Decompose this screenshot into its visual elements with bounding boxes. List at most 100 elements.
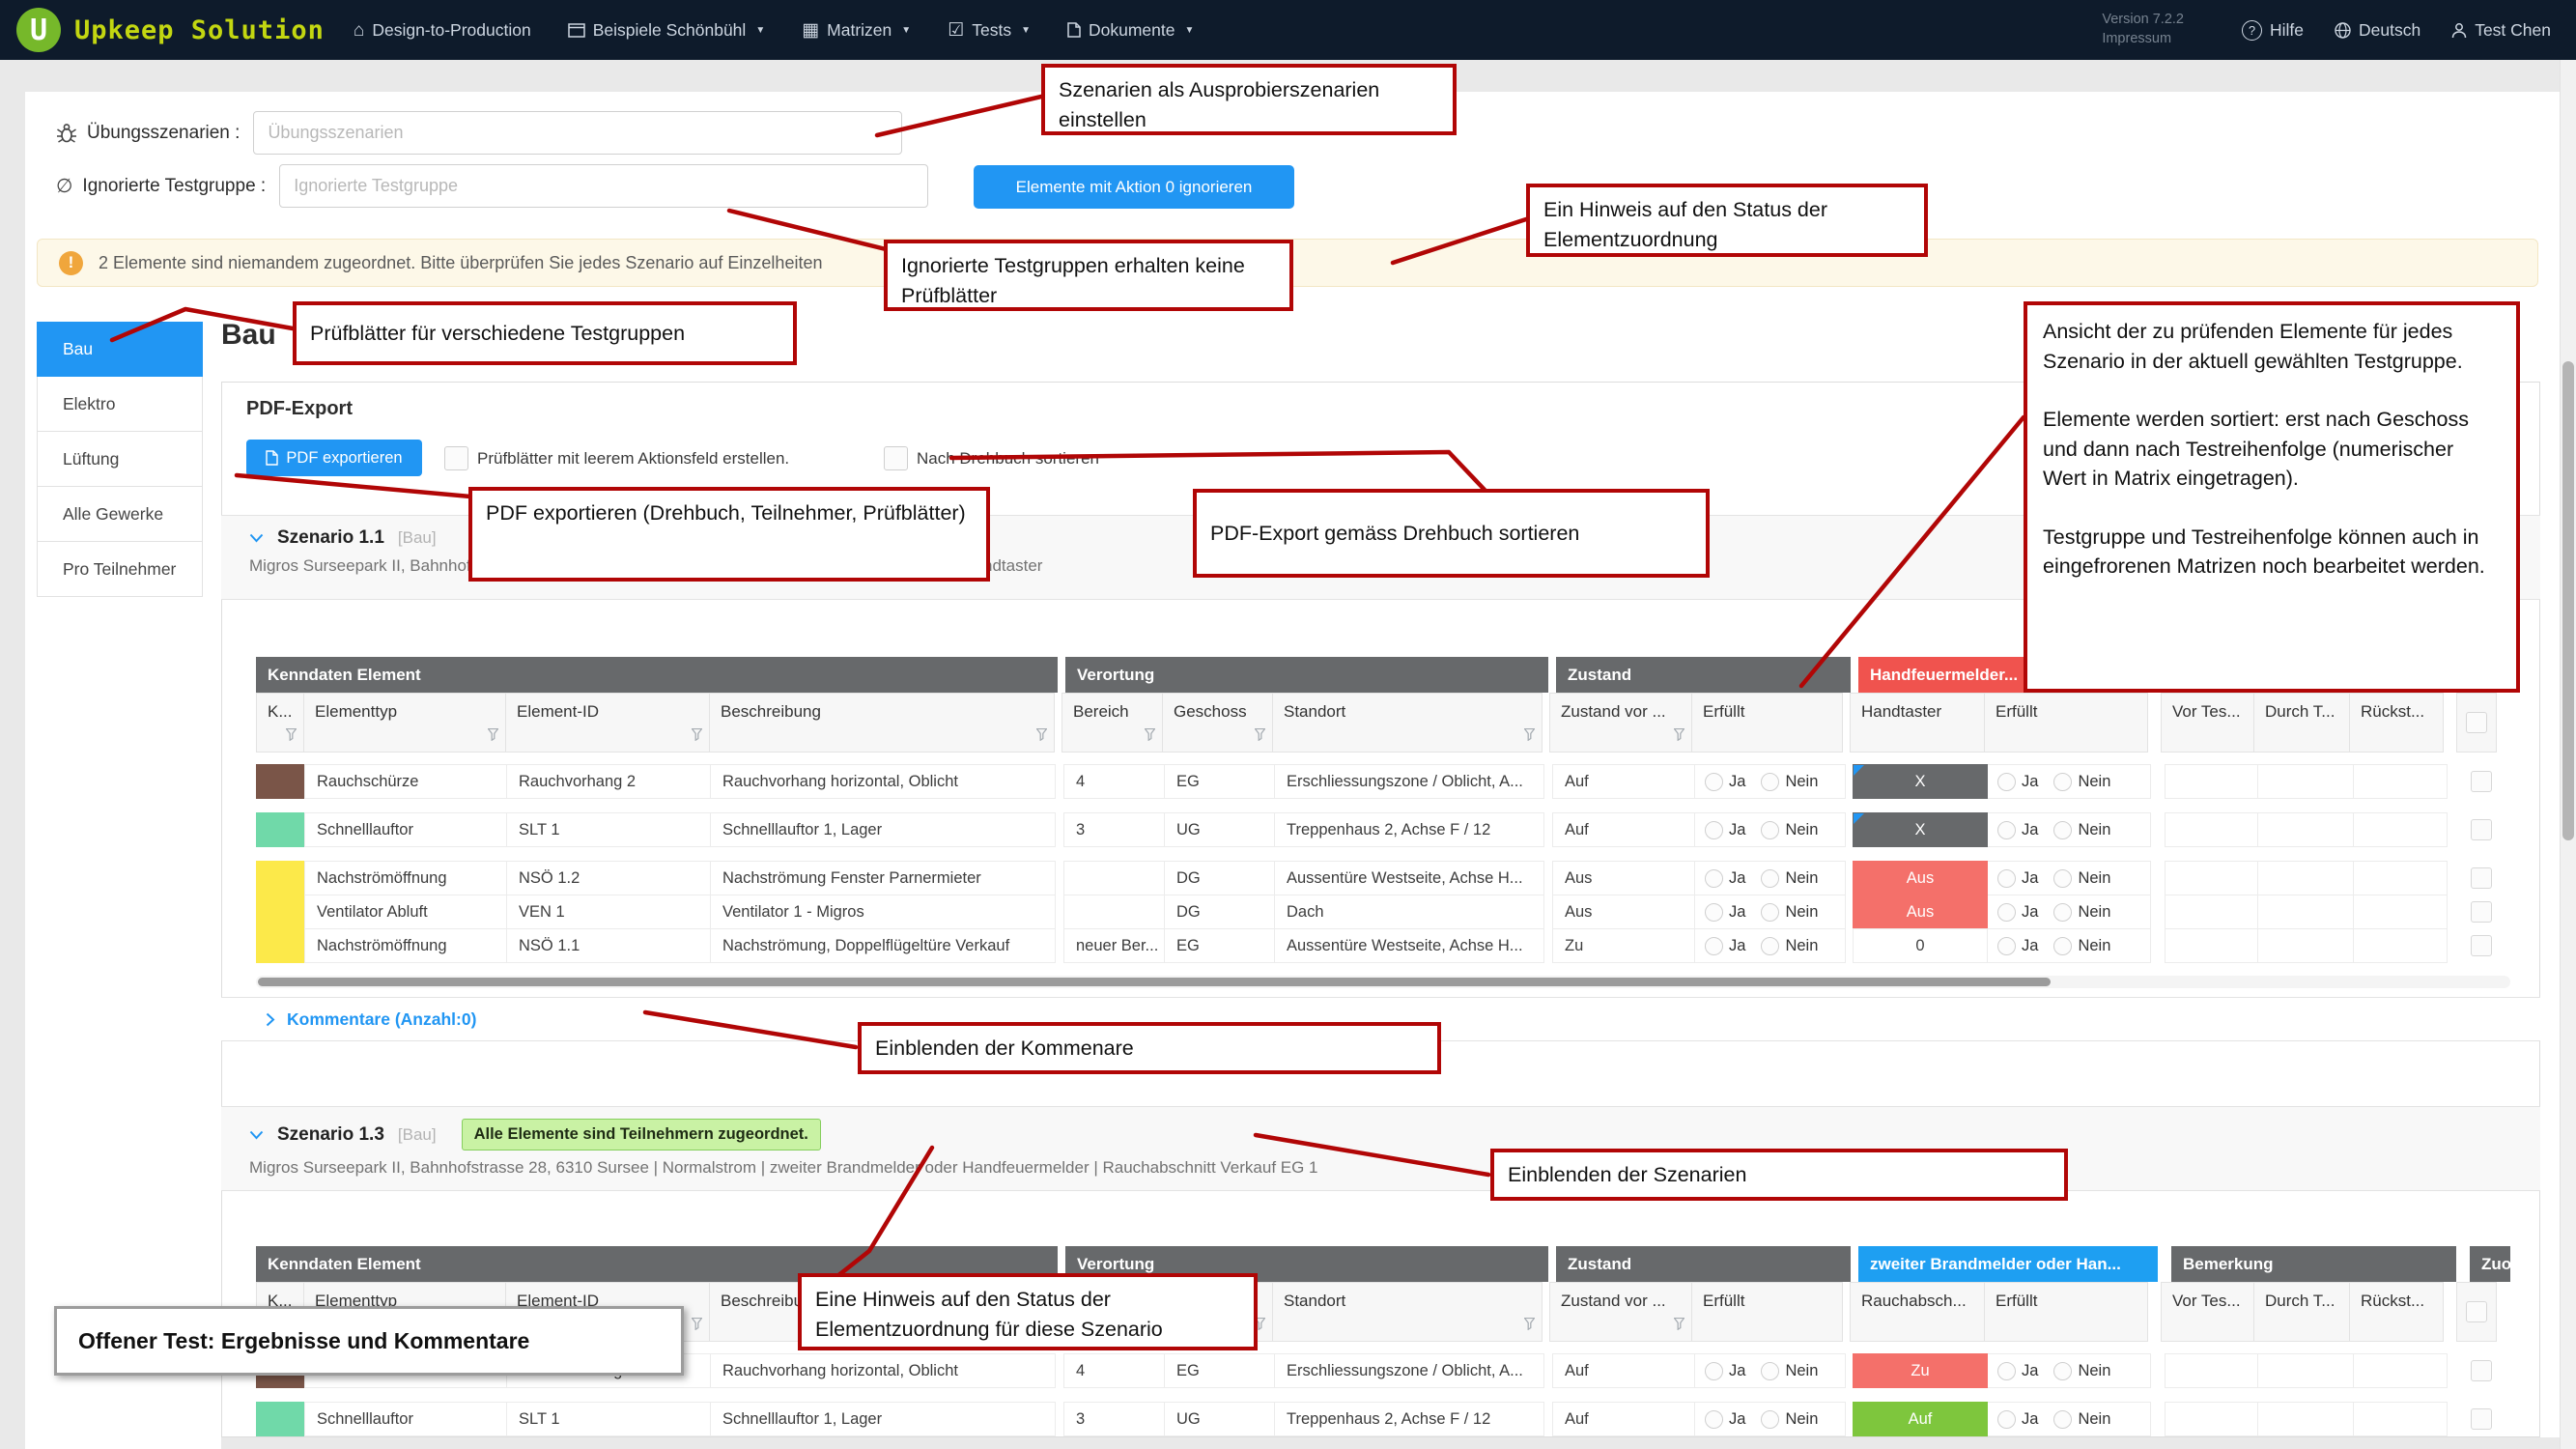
sidebar-item-alle-gewerke[interactable]: Alle Gewerke — [37, 487, 203, 542]
remark-cell[interactable] — [2165, 895, 2258, 929]
remark-cell[interactable] — [2353, 895, 2448, 929]
pdf-export-button[interactable]: PDF exportieren — [246, 440, 422, 476]
nav-item-hilfe[interactable]: ? Hilfe — [2241, 19, 2304, 41]
nav-item-tests[interactable]: ☑ Tests ▼ — [948, 20, 1031, 41]
fulfilled-radio-nein[interactable] — [1761, 1409, 1780, 1429]
fulfilled-radio-ja[interactable] — [1705, 936, 1723, 955]
remark-cell[interactable] — [2165, 812, 2258, 847]
fulfilled-radio-ja[interactable] — [1997, 936, 2016, 955]
fulfilled-radio-nein[interactable] — [1761, 820, 1780, 839]
row-checkbox[interactable] — [2471, 935, 2492, 956]
sidebar-item-bau[interactable]: Bau — [37, 322, 203, 377]
row-checkbox[interactable] — [2471, 819, 2492, 840]
table-row: Schnelllauftor SLT 1 Schnelllauftor 1, Lag… — [256, 812, 2510, 847]
fulfilled-radio-ja[interactable] — [1997, 772, 2016, 791]
row-checkbox[interactable] — [2471, 1360, 2492, 1381]
practice-scenarios-input[interactable] — [253, 111, 903, 155]
filter-icon[interactable] — [691, 726, 703, 746]
nav-item-matrizen[interactable]: ▦ Matrizen ▼ — [802, 20, 911, 41]
fulfilled-radio-ja[interactable] — [1705, 820, 1723, 839]
remark-cell[interactable] — [2165, 861, 2258, 895]
chevron-down-icon[interactable] — [249, 533, 264, 543]
remark-cell[interactable] — [2353, 812, 2448, 847]
nav-item-deutsch[interactable]: Deutsch — [2335, 20, 2420, 41]
remark-cell[interactable] — [2353, 764, 2448, 799]
remark-cell[interactable] — [2257, 928, 2354, 963]
remark-cell[interactable] — [2165, 928, 2258, 963]
fulfilled-radio-nein[interactable] — [2053, 1409, 2073, 1429]
nav-item-test-chen[interactable]: Test Chen — [2451, 20, 2551, 41]
filter-icon[interactable] — [1254, 726, 1266, 746]
fulfilled-radio-ja[interactable] — [1997, 902, 2016, 922]
remark-cell[interactable] — [2257, 861, 2354, 895]
fulfilled-radio-nein[interactable] — [2053, 936, 2073, 955]
vertical-scrollbar[interactable] — [2560, 60, 2576, 1449]
fulfilled-radio-nein[interactable] — [2053, 1361, 2073, 1380]
remark-cell[interactable] — [2257, 812, 2354, 847]
remark-cell[interactable] — [2257, 764, 2354, 799]
sidebar-item-pro-teilnehmer[interactable]: Pro Teilnehmer — [37, 542, 203, 597]
filter-icon[interactable] — [1035, 726, 1048, 746]
filter-icon[interactable] — [285, 726, 297, 746]
fulfilled-radio-nein[interactable] — [1761, 936, 1780, 955]
fulfilled-radio-nein[interactable] — [2053, 772, 2073, 791]
comments-toggle-link[interactable]: Kommentare (Anzahl:0) — [266, 1009, 476, 1030]
fulfilled-radio-ja[interactable] — [1705, 772, 1723, 791]
row-checkbox[interactable] — [2471, 771, 2492, 792]
horizontal-scrollbar[interactable] — [256, 976, 2510, 988]
fulfilled-radio-ja[interactable] — [1997, 868, 2016, 888]
filter-icon[interactable] — [1523, 726, 1536, 746]
impressum-link[interactable]: Impressum — [2102, 31, 2172, 46]
row-checkbox[interactable] — [2466, 712, 2487, 733]
remark-cell[interactable] — [2257, 895, 2354, 929]
fulfilled-radio-ja[interactable] — [1705, 902, 1723, 922]
fulfilled-radio-ja[interactable] — [1705, 1409, 1723, 1429]
sidebar-item-elektro[interactable]: Elektro — [37, 377, 203, 432]
fulfilled-radio-nein[interactable] — [1761, 772, 1780, 791]
filter-icon[interactable] — [487, 726, 499, 746]
filter-icon[interactable] — [1254, 1316, 1266, 1335]
vertical-scrollbar-thumb[interactable] — [2562, 361, 2574, 840]
remark-cell[interactable] — [2353, 1402, 2448, 1436]
fulfilled-radio-ja[interactable] — [1997, 1409, 2016, 1429]
row-checkbox[interactable] — [2471, 901, 2492, 923]
fulfilled-radio-ja[interactable] — [1705, 1361, 1723, 1380]
remark-cell[interactable] — [2353, 928, 2448, 963]
fulfilled-radio-ja[interactable] — [1997, 820, 2016, 839]
ignored-testgroup-input[interactable] — [279, 164, 929, 208]
fulfilled-radio-nein[interactable] — [2053, 868, 2073, 888]
sidebar-item-lüftung[interactable]: Lüftung — [37, 432, 203, 487]
remark-cell[interactable] — [2257, 1402, 2354, 1436]
remark-cell[interactable] — [2165, 1402, 2258, 1436]
filter-icon[interactable] — [691, 1316, 703, 1335]
nav-item-design-to-production[interactable]: ⌂ Design-to-Production — [354, 20, 531, 41]
remark-cell[interactable] — [2165, 764, 2258, 799]
sort-by-script-checkbox[interactable] — [884, 446, 908, 470]
row-checkbox[interactable] — [2466, 1301, 2487, 1322]
filter-icon[interactable] — [1144, 726, 1156, 746]
remark-cell[interactable] — [2353, 861, 2448, 895]
fulfilled-radio-ja[interactable] — [1997, 1361, 2016, 1380]
remark-cell[interactable] — [2257, 1353, 2354, 1388]
scenario-1-3-header[interactable]: Szenario 1.3 [Bau] Alle Elemente sind Te… — [221, 1106, 2540, 1191]
row-checkbox[interactable] — [2471, 1408, 2492, 1430]
fulfilled-radio-nein[interactable] — [1761, 1361, 1780, 1380]
fulfilled-radio-nein[interactable] — [2053, 820, 2073, 839]
filter-icon[interactable] — [1673, 1316, 1685, 1335]
filter-icon[interactable] — [1673, 726, 1685, 746]
remark-cell[interactable] — [2165, 1353, 2258, 1388]
empty-action-field-checkbox[interactable] — [444, 446, 468, 470]
filter-icon[interactable] — [1523, 1316, 1536, 1335]
row-checkbox[interactable] — [2471, 867, 2492, 889]
fulfilled-radio-nein[interactable] — [1761, 868, 1780, 888]
horizontal-scrollbar-thumb[interactable] — [258, 978, 2051, 986]
nav-item-beispiele-schönbühl[interactable]: Beispiele Schönbühl ▼ — [567, 20, 765, 41]
fulfilled-radio-ja[interactable] — [1705, 868, 1723, 888]
chevron-down-icon[interactable] — [249, 1130, 264, 1140]
column-gap — [1544, 861, 1552, 895]
fulfilled-radio-nein[interactable] — [1761, 902, 1780, 922]
nav-item-dokumente[interactable]: Dokumente ▼ — [1067, 20, 1194, 41]
fulfilled-radio-nein[interactable] — [2053, 902, 2073, 922]
remark-cell[interactable] — [2353, 1353, 2448, 1388]
ignore-action-zero-button[interactable]: Elemente mit Aktion 0 ignorieren — [974, 165, 1294, 209]
